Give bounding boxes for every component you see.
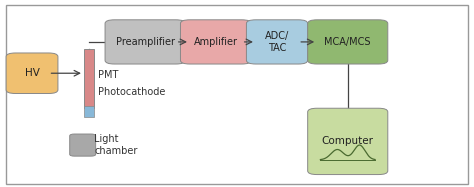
Text: PMT: PMT [98,70,118,80]
Text: Light
chamber: Light chamber [94,134,137,156]
Text: MCA/MCS: MCA/MCS [325,37,371,47]
FancyBboxPatch shape [84,106,94,117]
Text: Amplifier: Amplifier [194,37,238,47]
FancyBboxPatch shape [6,53,58,94]
Text: Preamplifier: Preamplifier [116,37,174,47]
FancyBboxPatch shape [70,134,96,156]
Text: HV: HV [25,68,39,78]
Text: Computer: Computer [322,136,374,146]
FancyBboxPatch shape [246,20,308,64]
FancyBboxPatch shape [84,49,94,108]
FancyBboxPatch shape [181,20,251,64]
FancyBboxPatch shape [308,20,388,64]
FancyBboxPatch shape [308,108,388,174]
Text: Photocathode: Photocathode [98,87,165,97]
FancyBboxPatch shape [105,20,185,64]
Text: ADC/
TAC: ADC/ TAC [265,31,289,53]
FancyBboxPatch shape [6,5,468,184]
